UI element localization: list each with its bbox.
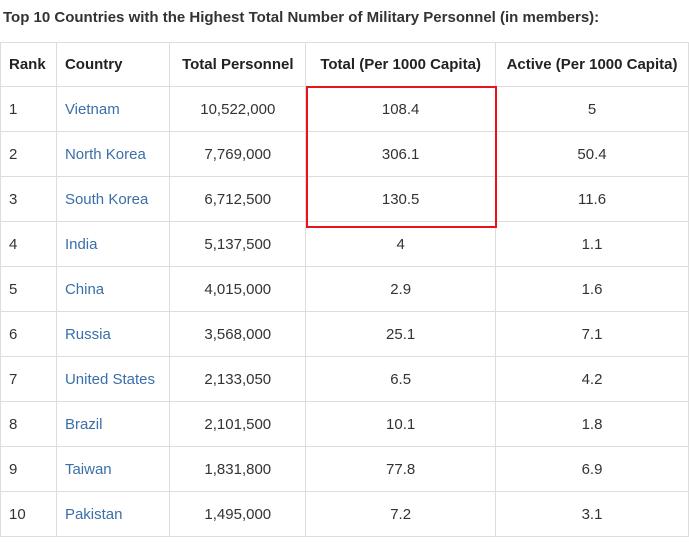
table-row: 5 China 4,015,000 2.9 1.6 (0, 266, 689, 312)
table-row: 7 United States 2,133,050 6.5 4.2 (0, 356, 689, 402)
country-cell: China (55, 266, 171, 312)
total-per-capita-cell: 25.1 (305, 311, 497, 357)
table-row: 10 Pakistan 1,495,000 7.2 3.1 (0, 491, 689, 537)
column-header-total-personnel: Total Personnel (169, 42, 307, 87)
rank-cell: 8 (0, 401, 57, 447)
country-link[interactable]: Brazil (64, 415, 103, 433)
country-link[interactable]: Vietnam (64, 100, 120, 118)
table-row: 9 Taiwan 1,831,800 77.8 6.9 (0, 446, 689, 492)
total-personnel-cell: 1,495,000 (169, 491, 307, 537)
page-title: Top 10 Countries with the Highest Total … (3, 9, 600, 26)
country-cell: South Korea (55, 176, 171, 222)
active-per-capita-cell: 11.6 (495, 176, 689, 222)
table-header-row: Rank Country Total Personnel Total (Per … (0, 42, 689, 87)
country-link[interactable]: Pakistan (64, 505, 123, 523)
country-link[interactable]: South Korea (64, 190, 149, 208)
total-per-capita-cell: 2.9 (305, 266, 497, 312)
total-personnel-cell: 2,133,050 (169, 356, 307, 402)
total-personnel-cell: 4,015,000 (169, 266, 307, 312)
country-link[interactable]: India (64, 235, 98, 253)
rank-cell: 4 (0, 221, 57, 267)
column-header-active-per-capita: Active (Per 1000 Capita) (495, 42, 689, 87)
total-per-capita-cell: 108.4 (305, 86, 497, 132)
country-cell: Taiwan (55, 446, 171, 492)
table-row: 3 South Korea 6,712,500 130.5 11.6 (0, 176, 689, 222)
country-cell: United States (55, 356, 171, 402)
country-link[interactable]: China (64, 280, 105, 298)
active-per-capita-cell: 3.1 (495, 491, 689, 537)
table-row: 6 Russia 3,568,000 25.1 7.1 (0, 311, 689, 357)
country-link[interactable]: Russia (64, 325, 111, 343)
rank-cell: 10 (0, 491, 57, 537)
rank-cell: 9 (0, 446, 57, 492)
country-cell: Brazil (55, 401, 171, 447)
total-per-capita-cell: 7.2 (305, 491, 497, 537)
active-per-capita-cell: 6.9 (495, 446, 689, 492)
total-per-capita-cell: 4 (305, 221, 497, 267)
rank-cell: 1 (0, 86, 57, 132)
total-per-capita-cell: 77.8 (305, 446, 497, 492)
rank-cell: 6 (0, 311, 57, 357)
country-cell: India (55, 221, 171, 267)
country-cell: Pakistan (55, 491, 171, 537)
total-personnel-cell: 5,137,500 (169, 221, 307, 267)
total-personnel-cell: 2,101,500 (169, 401, 307, 447)
active-per-capita-cell: 7.1 (495, 311, 689, 357)
active-per-capita-cell: 4.2 (495, 356, 689, 402)
active-per-capita-cell: 1.1 (495, 221, 689, 267)
military-personnel-table: Rank Country Total Personnel Total (Per … (0, 42, 689, 537)
table-row: 1 Vietnam 10,522,000 108.4 5 (0, 86, 689, 132)
country-cell: Russia (55, 311, 171, 357)
country-link[interactable]: Taiwan (64, 460, 112, 478)
rank-cell: 3 (0, 176, 57, 222)
table-row: 8 Brazil 2,101,500 10.1 1.8 (0, 401, 689, 447)
total-per-capita-cell: 6.5 (305, 356, 497, 402)
total-per-capita-cell: 306.1 (305, 131, 497, 177)
country-link[interactable]: North Korea (64, 145, 146, 163)
total-per-capita-cell: 10.1 (305, 401, 497, 447)
total-personnel-cell: 3,568,000 (169, 311, 307, 357)
total-personnel-cell: 1,831,800 (169, 446, 307, 492)
table-body: 1 Vietnam 10,522,000 108.4 5 2 North Korea 7,76… (0, 86, 689, 537)
total-personnel-cell: 6,712,500 (169, 176, 307, 222)
column-header-rank: Rank (0, 42, 57, 87)
column-header-country: Country (55, 42, 171, 87)
table-row: 4 India 5,137,500 4 1.1 (0, 221, 689, 267)
active-per-capita-cell: 1.6 (495, 266, 689, 312)
active-per-capita-cell: 1.8 (495, 401, 689, 447)
rank-cell: 5 (0, 266, 57, 312)
rank-cell: 7 (0, 356, 57, 402)
total-personnel-cell: 7,769,000 (169, 131, 307, 177)
column-header-total-per-capita: Total (Per 1000 Capita) (305, 42, 497, 87)
total-per-capita-cell: 130.5 (305, 176, 497, 222)
total-personnel-cell: 10,522,000 (169, 86, 307, 132)
rank-cell: 2 (0, 131, 57, 177)
table-row: 2 North Korea 7,769,000 306.1 50.4 (0, 131, 689, 177)
active-per-capita-cell: 5 (495, 86, 689, 132)
active-per-capita-cell: 50.4 (495, 131, 689, 177)
country-cell: Vietnam (55, 86, 171, 132)
country-cell: North Korea (55, 131, 171, 177)
country-link[interactable]: United States (64, 370, 156, 388)
